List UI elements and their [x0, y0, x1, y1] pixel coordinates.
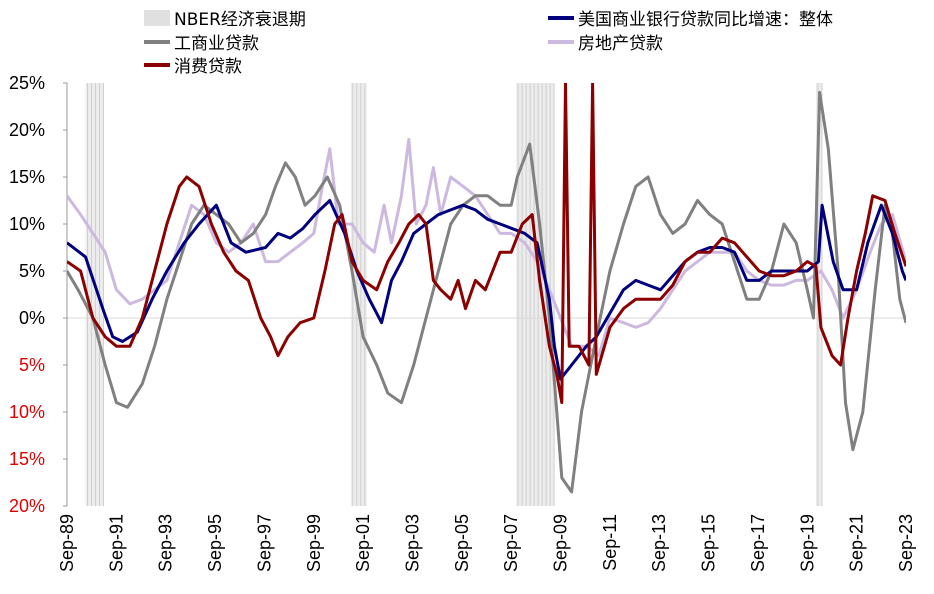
legend-label: 工商业贷款 [174, 34, 259, 54]
x-tick-label: Sep-09 [551, 514, 571, 572]
series-line-realestate [67, 139, 906, 355]
x-tick-label: Sep-93 [156, 514, 176, 572]
x-tick-label: Sep-89 [57, 514, 77, 572]
chart: 25% 20% 15% 10% 5% 0% 5% 10% 15% 20% Sep-89 Sep-91… [0, 0, 934, 594]
x-tick-label: Sep-03 [402, 514, 422, 572]
recession-band [351, 83, 367, 506]
y-tick-label: 10% [9, 214, 45, 234]
series-line-ci [67, 92, 906, 492]
x-tick-label: Sep-97 [254, 514, 274, 572]
x-tick-label: Sep-15 [699, 514, 719, 572]
legend-label: 消费贷款 [174, 57, 242, 77]
legend-item-consumer: 消费贷款 [144, 57, 242, 77]
y-tick-label: 20% [9, 120, 45, 140]
x-tick-label: Sep-13 [649, 514, 669, 572]
x-tick-label: Sep-91 [106, 514, 126, 572]
x-tick-label: Sep-23 [896, 514, 916, 572]
x-tick-label: Sep-11 [600, 514, 620, 571]
legend-item-total: 美国商业银行贷款同比增速：整体 [548, 10, 833, 30]
y-tick-label: 5% [19, 355, 45, 375]
y-tick-label: 10% [9, 402, 45, 422]
legend-label: NBER经济衰退期 [174, 10, 306, 30]
y-tick-label: 15% [9, 167, 45, 187]
x-tick-label: Sep-95 [205, 514, 225, 572]
x-axis-ticks: Sep-89 Sep-91 Sep-93 Sep-95 Sep-97 Sep-99 Sep-… [57, 514, 916, 572]
legend-label: 美国商业银行贷款同比增速：整体 [578, 10, 833, 30]
y-tick-label: 0% [19, 308, 45, 328]
x-tick-label: Sep-05 [452, 514, 472, 572]
legend-swatch [144, 10, 170, 26]
legend-item-ci: 工商业贷款 [144, 34, 259, 54]
y-tick-label: 15% [9, 449, 45, 469]
y-tick-label: 5% [19, 261, 45, 281]
x-tick-label: Sep-17 [748, 514, 768, 572]
x-tick-label: Sep-19 [797, 514, 817, 572]
legend-item-recession: NBER经济衰退期 [144, 10, 306, 30]
x-tick-label: Sep-21 [847, 514, 867, 572]
y-tick-label: 25% [9, 73, 45, 93]
legend-label: 房地产贷款 [578, 34, 663, 54]
series-lines [67, 83, 906, 492]
y-tick-label: 20% [9, 496, 45, 516]
legend-item-realestate: 房地产贷款 [548, 34, 663, 54]
y-axis-ticks: 25% 20% 15% 10% 5% 0% 5% 10% 15% 20% [9, 73, 67, 516]
x-tick-label: Sep-99 [304, 514, 324, 572]
x-tick-label: Sep-01 [353, 514, 373, 572]
x-tick-label: Sep-07 [501, 514, 521, 572]
